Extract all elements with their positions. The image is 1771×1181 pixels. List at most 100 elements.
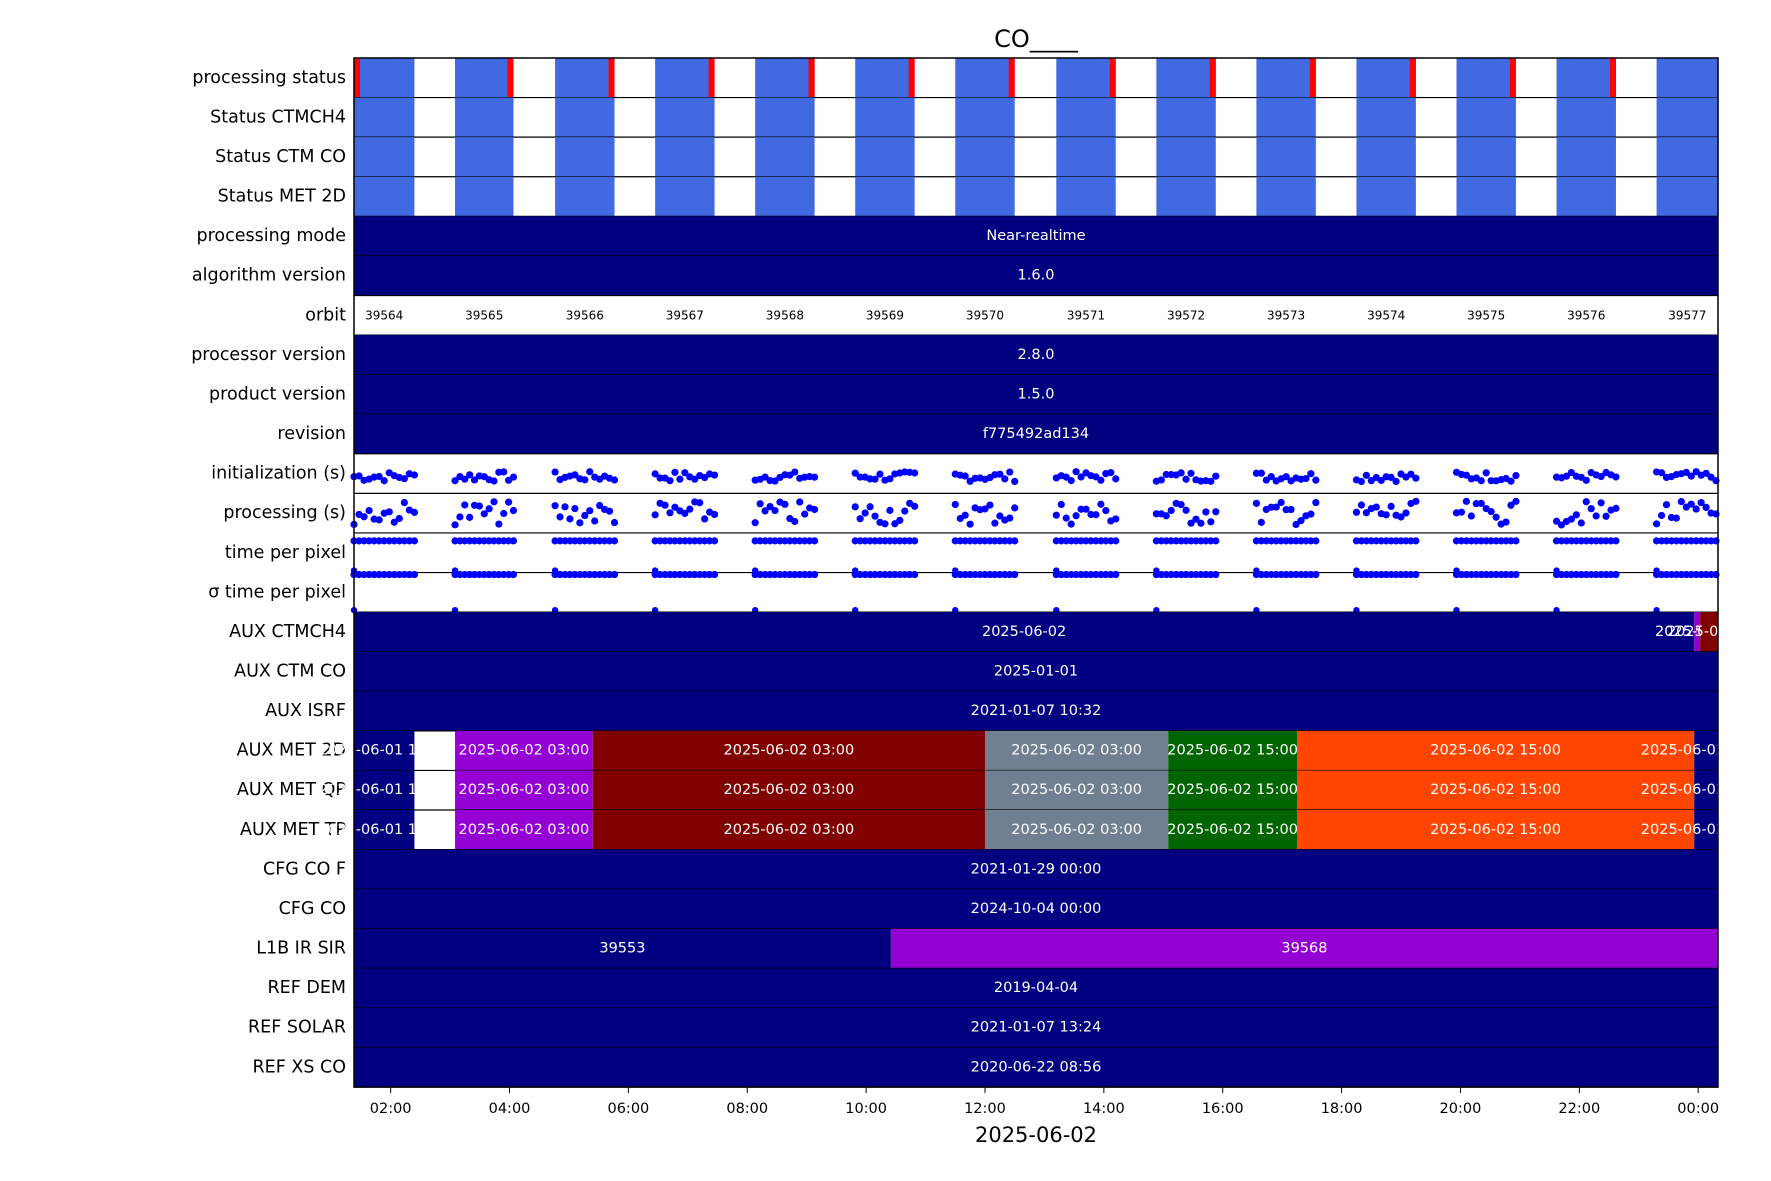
bar-segment bbox=[455, 810, 593, 850]
data-point bbox=[1257, 570, 1265, 579]
data-point bbox=[861, 537, 869, 545]
data-point bbox=[896, 537, 904, 545]
data-point bbox=[581, 476, 589, 484]
data-point bbox=[1657, 469, 1666, 477]
data-point bbox=[811, 505, 819, 514]
data-point bbox=[1001, 537, 1009, 545]
row-label: REF SOLAR bbox=[248, 1018, 346, 1038]
data-point bbox=[355, 472, 363, 480]
row-label: processing mode bbox=[196, 226, 346, 246]
data-point bbox=[1492, 513, 1500, 521]
data-point bbox=[766, 570, 774, 579]
status-block bbox=[455, 137, 514, 177]
data-point bbox=[505, 498, 513, 506]
status-block bbox=[455, 176, 514, 217]
data-point bbox=[1011, 570, 1019, 579]
data-point bbox=[661, 570, 669, 579]
data-point bbox=[1087, 537, 1095, 545]
data-point bbox=[581, 570, 589, 579]
data-point bbox=[1597, 537, 1605, 545]
row-10: initialization (s) bbox=[211, 464, 1720, 494]
row-label: Status MET 2D bbox=[218, 187, 346, 207]
data-point bbox=[495, 520, 503, 528]
data-point bbox=[661, 537, 669, 545]
status-block bbox=[1656, 137, 1718, 177]
data-point bbox=[1702, 570, 1710, 579]
data-point bbox=[686, 570, 694, 579]
data-point bbox=[1357, 570, 1365, 579]
data-point bbox=[1492, 570, 1500, 579]
data-point bbox=[1011, 504, 1019, 512]
data-point bbox=[1587, 505, 1595, 513]
bar-segment bbox=[1700, 612, 1718, 652]
data-point bbox=[385, 570, 393, 579]
data-point bbox=[1157, 570, 1165, 579]
plot-frame bbox=[353, 57, 1719, 1088]
data-point bbox=[1267, 473, 1275, 481]
data-point bbox=[1011, 537, 1019, 545]
bar-segment bbox=[592, 770, 985, 811]
bar-segment bbox=[1168, 730, 1298, 771]
status-block bbox=[655, 176, 715, 217]
data-point bbox=[866, 537, 874, 545]
status-block bbox=[1356, 58, 1416, 98]
data-point bbox=[1212, 570, 1220, 579]
data-point bbox=[1657, 537, 1666, 545]
status-block bbox=[1056, 137, 1116, 177]
data-point bbox=[605, 507, 614, 515]
data-point bbox=[710, 537, 719, 545]
data-point bbox=[1092, 537, 1100, 545]
data-point bbox=[1352, 537, 1361, 545]
data-point bbox=[710, 570, 719, 579]
data-point bbox=[596, 501, 604, 510]
data-point bbox=[1157, 476, 1165, 484]
data-point bbox=[1372, 570, 1380, 579]
data-point bbox=[1102, 537, 1110, 545]
data-point bbox=[1457, 508, 1466, 516]
status-block bbox=[555, 97, 615, 138]
data-point bbox=[1067, 537, 1075, 545]
data-point bbox=[1612, 570, 1620, 579]
data-point bbox=[1362, 537, 1370, 545]
x-tick-label: 04:00 bbox=[489, 1101, 531, 1117]
data-point bbox=[861, 570, 869, 579]
status-block bbox=[1156, 137, 1216, 177]
data-point bbox=[901, 537, 909, 545]
data-point bbox=[676, 475, 684, 483]
status-block bbox=[955, 137, 1015, 177]
data-point bbox=[1652, 570, 1661, 579]
bar-segment bbox=[354, 374, 1718, 415]
data-point bbox=[896, 516, 904, 524]
row-21: CFG CO 2024-10-04 00:00 bbox=[279, 889, 1718, 930]
row-label: AUX CTM CO bbox=[234, 661, 346, 681]
segment-label: 39553 bbox=[599, 941, 645, 957]
status-block bbox=[655, 97, 715, 138]
data-point bbox=[1192, 515, 1200, 523]
row-label: AUX MET 2D bbox=[237, 741, 346, 761]
data-point bbox=[761, 473, 769, 481]
data-point bbox=[1112, 475, 1120, 483]
data-point bbox=[380, 477, 388, 485]
bar-segment bbox=[354, 928, 891, 969]
status-block bbox=[1256, 58, 1316, 98]
row-label: CFG CO F bbox=[263, 859, 346, 879]
data-point bbox=[1582, 476, 1590, 484]
data-point bbox=[475, 502, 483, 510]
data-point bbox=[801, 537, 809, 545]
data-point bbox=[996, 570, 1004, 579]
data-point bbox=[806, 570, 814, 579]
data-point bbox=[671, 537, 679, 545]
row-label: CFG CO bbox=[279, 899, 346, 919]
data-point bbox=[1297, 570, 1305, 579]
data-point bbox=[1277, 498, 1285, 507]
data-point bbox=[1702, 537, 1710, 545]
data-point bbox=[1372, 503, 1380, 511]
data-point bbox=[986, 501, 994, 509]
data-point bbox=[666, 537, 674, 545]
data-point bbox=[671, 570, 679, 579]
data-point bbox=[1557, 570, 1566, 579]
row-label: algorithm version bbox=[192, 266, 346, 286]
data-point bbox=[1607, 537, 1615, 545]
data-point bbox=[1307, 570, 1315, 579]
status-block bbox=[1056, 97, 1116, 138]
